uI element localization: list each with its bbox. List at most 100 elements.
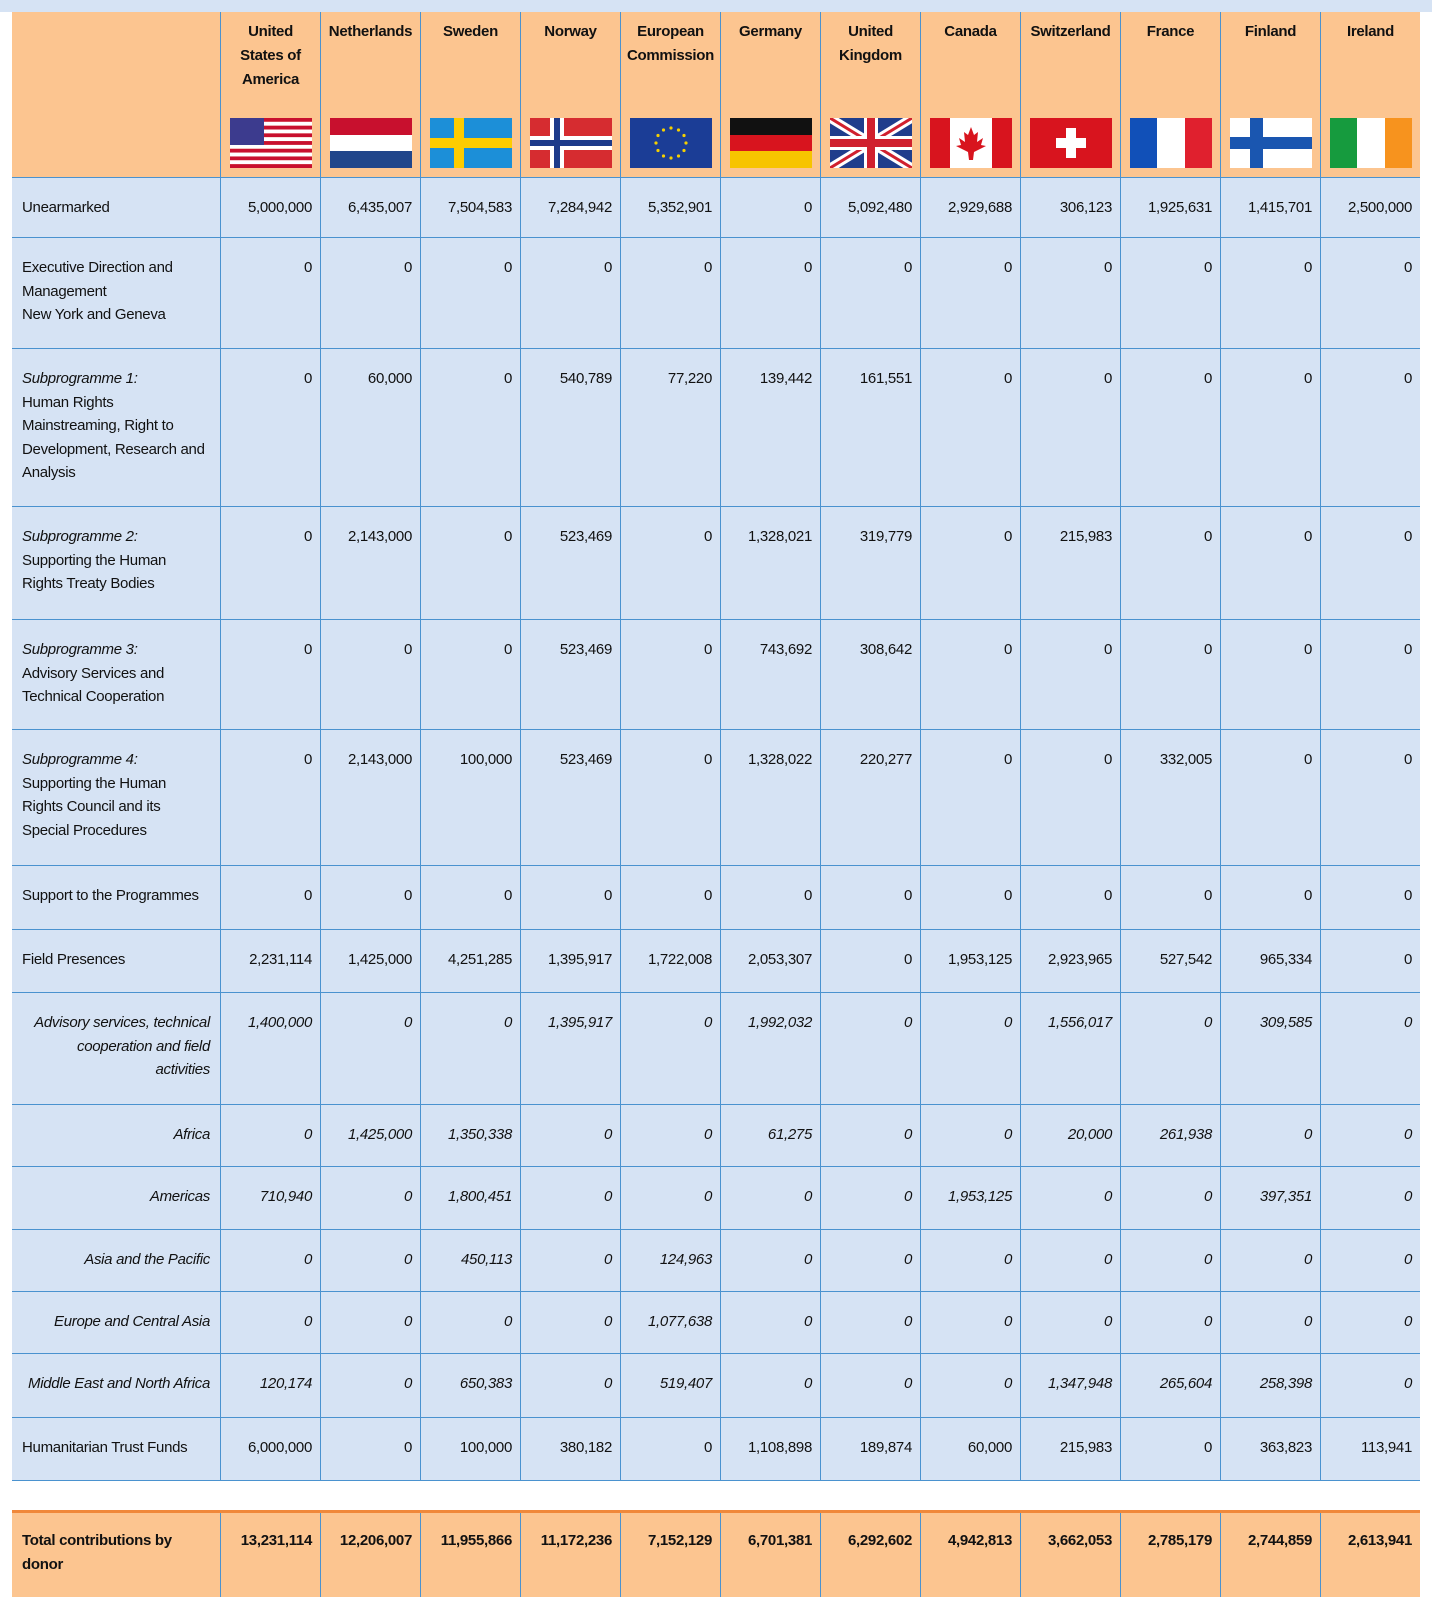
column-name: Finland bbox=[1244, 23, 1297, 40]
table-row: Americas 710,940 0 1,800,451 0 0 0 0 1,953,125 0 0… bbox=[12, 1167, 1420, 1230]
column-name: Germany bbox=[739, 23, 802, 40]
cell-value: 2,143,000 bbox=[320, 507, 420, 619]
column-header: Netherlands bbox=[320, 12, 420, 177]
column-name: European bbox=[637, 23, 704, 40]
cell-value: 0 bbox=[920, 866, 1020, 929]
row-label-line: Development, Research and bbox=[22, 440, 205, 458]
cell-value: 113,941 bbox=[1320, 1418, 1420, 1480]
row-label-line: Support to the Programmes bbox=[22, 887, 199, 904]
cell-value: 309,585 bbox=[1220, 993, 1320, 1104]
cell-value: 0 bbox=[1220, 238, 1320, 348]
cell-value: 0 bbox=[520, 1230, 620, 1291]
row-label-line: New York and Geneva bbox=[22, 306, 166, 323]
column-header: France bbox=[1120, 12, 1220, 177]
cell-value: 319,779 bbox=[820, 507, 920, 619]
cell-value: 7,504,583 bbox=[420, 178, 520, 237]
table-row: Subprogramme 1: Human Rights Mainstreaming… bbox=[12, 349, 1420, 507]
cell-value: 308,642 bbox=[820, 620, 920, 729]
cell-value: 258,398 bbox=[1220, 1354, 1320, 1417]
cell-value: 0 bbox=[820, 1354, 920, 1417]
column-header: European Commission bbox=[620, 12, 720, 177]
header-corner bbox=[12, 12, 220, 177]
cell-value: 189,874 bbox=[820, 1418, 920, 1480]
cell-value: 0 bbox=[1220, 730, 1320, 865]
row-prefix: Subprogramme 4: bbox=[22, 751, 138, 768]
cell-value: 0 bbox=[1120, 507, 1220, 619]
total-value: 6,701,381 bbox=[720, 1513, 820, 1597]
cell-value: 0 bbox=[1320, 866, 1420, 929]
column-name: America bbox=[241, 71, 300, 88]
cell-value: 0 bbox=[620, 1105, 720, 1166]
cell-value: 0 bbox=[1320, 730, 1420, 865]
top-strip bbox=[0, 0, 1432, 12]
cell-value: 743,692 bbox=[720, 620, 820, 729]
row-label: Europe and Central Asia bbox=[12, 1292, 220, 1353]
table-row: Humanitarian Trust Funds 6,000,000 0 100,00… bbox=[12, 1418, 1420, 1481]
cell-value: 0 bbox=[320, 1292, 420, 1353]
cell-value: 0 bbox=[1020, 1167, 1120, 1229]
cell-value: 139,442 bbox=[720, 349, 820, 506]
table-row: Europe and Central Asia 0 0 0 0 1,077,638 0 0 0 0… bbox=[12, 1292, 1420, 1354]
cell-value: 527,542 bbox=[1120, 930, 1220, 992]
cell-value: 0 bbox=[1320, 1230, 1420, 1291]
cell-value: 1,425,000 bbox=[320, 1105, 420, 1166]
cell-value: 2,143,000 bbox=[320, 730, 420, 865]
cell-value: 0 bbox=[820, 238, 920, 348]
row-label-line: Asia and the Pacific bbox=[84, 1251, 210, 1268]
cell-value: 306,123 bbox=[1020, 178, 1120, 237]
cell-value: 0 bbox=[320, 1167, 420, 1229]
cell-value: 1,800,451 bbox=[420, 1167, 520, 1229]
cell-value: 0 bbox=[220, 507, 320, 619]
column-header: Ireland bbox=[1320, 12, 1420, 177]
row-label: Subprogramme 2: Supporting the Human Right… bbox=[12, 507, 220, 619]
cell-value: 2,500,000 bbox=[1320, 178, 1420, 237]
cell-value: 0 bbox=[1320, 238, 1420, 348]
cell-value: 710,940 bbox=[220, 1167, 320, 1229]
cell-value: 0 bbox=[1120, 1292, 1220, 1353]
cell-value: 1,328,021 bbox=[720, 507, 820, 619]
row-label: Americas bbox=[12, 1167, 220, 1229]
column-name: Ireland bbox=[1346, 23, 1395, 40]
row-label-line: Humanitarian Trust Funds bbox=[22, 1439, 188, 1456]
row-label: Advisory services, technical cooperation … bbox=[12, 993, 220, 1104]
table-row: Subprogramme 3: Advisory Services and Tech… bbox=[12, 620, 1420, 730]
total-value: 11,955,866 bbox=[420, 1513, 520, 1597]
table-row: Subprogramme 4: Supporting the Human Right… bbox=[12, 730, 1420, 866]
cell-value: 0 bbox=[1120, 349, 1220, 506]
cell-value: 0 bbox=[1120, 1167, 1220, 1229]
cell-value: 0 bbox=[1320, 1354, 1420, 1417]
cell-value: 0 bbox=[920, 238, 1020, 348]
cell-value: 0 bbox=[920, 1354, 1020, 1417]
cell-value: 7,284,942 bbox=[520, 178, 620, 237]
cell-value: 220,277 bbox=[820, 730, 920, 865]
cell-value: 1,556,017 bbox=[1020, 993, 1120, 1104]
cell-value: 540,789 bbox=[520, 349, 620, 506]
cell-value: 1,350,338 bbox=[420, 1105, 520, 1166]
flag bbox=[230, 118, 312, 168]
cell-value: 161,551 bbox=[820, 349, 920, 506]
cell-value: 0 bbox=[820, 1230, 920, 1291]
row-label: Subprogramme 4: Supporting the Human Right… bbox=[12, 730, 220, 865]
column-header: Canada bbox=[920, 12, 1020, 177]
cell-value: 1,992,032 bbox=[720, 993, 820, 1104]
column-name: Kingdom bbox=[839, 47, 902, 64]
cell-value: 0 bbox=[1020, 349, 1120, 506]
cell-value: 0 bbox=[320, 620, 420, 729]
row-label: Africa bbox=[12, 1105, 220, 1166]
row-label-line: Field Presences bbox=[22, 951, 126, 968]
flag bbox=[430, 118, 512, 168]
cell-value: 0 bbox=[820, 1167, 920, 1229]
flag bbox=[1230, 118, 1312, 168]
row-label-line: Unearmarked bbox=[22, 199, 110, 216]
cell-value: 0 bbox=[620, 1418, 720, 1480]
row-label-line: Technical Cooperation bbox=[22, 688, 165, 705]
row-label-line: Africa bbox=[173, 1126, 210, 1143]
cell-value: 0 bbox=[920, 620, 1020, 729]
table-row: Executive Direction and Management New Yor… bbox=[12, 238, 1420, 349]
cell-value: 0 bbox=[620, 730, 720, 865]
cell-value: 0 bbox=[1320, 507, 1420, 619]
flag bbox=[530, 118, 612, 168]
cell-value: 0 bbox=[620, 993, 720, 1104]
cell-value: 0 bbox=[1320, 1292, 1420, 1353]
